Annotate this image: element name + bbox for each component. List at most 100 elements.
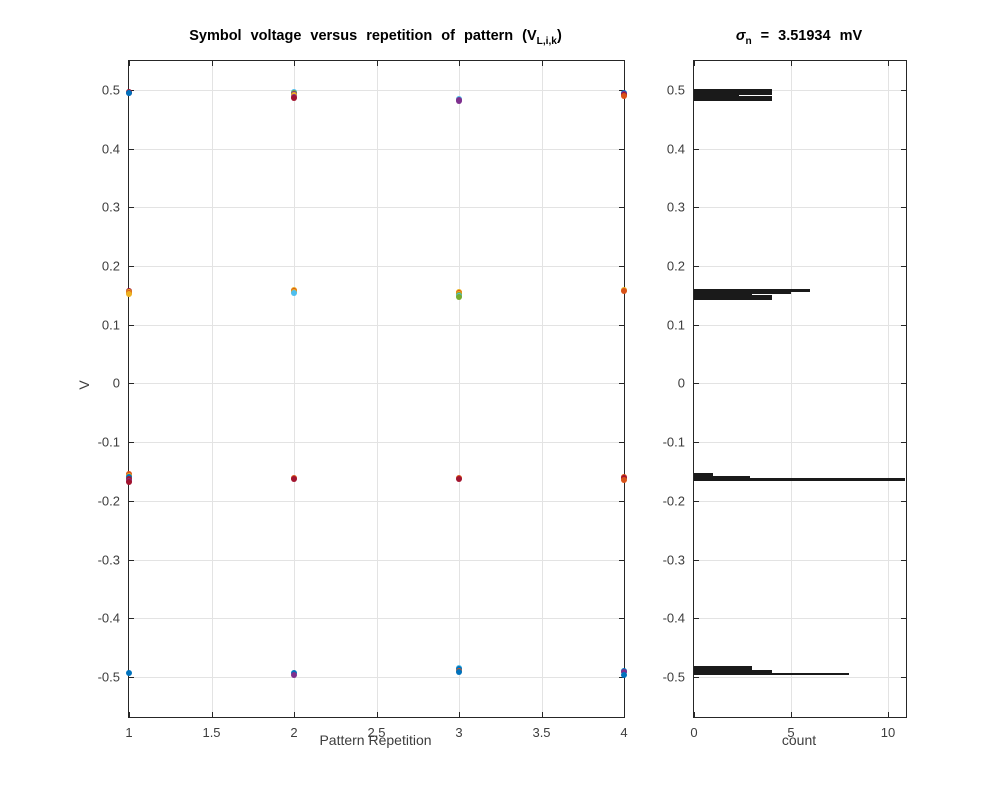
scatter-point — [456, 98, 462, 105]
y-gridline — [694, 148, 906, 150]
y-tick-mark — [129, 618, 134, 620]
y-gridline — [129, 500, 624, 502]
histogram-bar — [694, 288, 753, 299]
histogram-bar — [694, 669, 772, 675]
x-tick-label: 5 — [787, 725, 795, 740]
histogram-bar — [694, 294, 772, 300]
histogram-bar — [694, 478, 906, 481]
sigma-value-text: = 3.51934 mV — [751, 28, 863, 44]
y-gridline — [694, 383, 906, 385]
y-tick-label: 0.3 — [101, 199, 120, 215]
y-tick-mark — [694, 265, 699, 267]
y-tick-mark-right — [619, 500, 624, 502]
y-tick-mark — [694, 559, 699, 561]
y-tick-mark — [694, 383, 699, 385]
scatter-point — [456, 476, 462, 483]
y-gridline — [694, 559, 906, 561]
y-tick-label: 0.3 — [666, 199, 685, 215]
x-tick-mark — [129, 712, 130, 717]
x-gridline — [887, 61, 889, 717]
x-tick-mark — [887, 712, 889, 717]
y-tick-mark-right — [901, 677, 906, 679]
x-gridline — [294, 61, 295, 717]
x-gridline — [790, 61, 792, 717]
x-tick-mark — [624, 712, 625, 717]
x-tick-label: 1.5 — [202, 725, 221, 740]
y-gridline — [694, 89, 906, 91]
left-plot-title: Symbol voltage versus repetition of patt… — [128, 28, 623, 47]
right-plot-area[interactable]: 0 5 10 -0.5 -0.4 -0.3 -0.2 -0.1 0 0.1 0.2 0.3 0.4 0.5 — [663, 60, 907, 740]
x-tick-mark-top — [541, 61, 543, 66]
y-tick-mark-right — [901, 618, 906, 620]
x-tick-mark-top — [294, 61, 295, 66]
left-title-text: Symbol voltage versus repetition of patt… — [189, 28, 537, 44]
x-tick-mark-top — [211, 61, 213, 66]
y-tick-mark-right — [619, 324, 624, 326]
histogram-bar — [694, 665, 753, 673]
y-tick-mark-right — [901, 324, 906, 326]
x-tick-label: 0 — [690, 725, 698, 740]
left-plot-area[interactable]: 1 1.5 2 2.5 3 3.5 4 -0.5 -0.4 -0.3 -0.2 -0.1 0 0.1 0.2… — [98, 60, 628, 740]
scatter-point — [126, 90, 132, 97]
sigma-subscript: n — [745, 35, 752, 47]
y-tick-mark-right — [901, 265, 906, 267]
y-tick-mark-right — [619, 559, 624, 561]
y-tick-mark-right — [901, 500, 906, 502]
x-tick-mark-top — [129, 61, 130, 66]
y-tick-mark — [694, 618, 699, 620]
y-gridline — [694, 618, 906, 620]
y-gridline — [694, 442, 906, 444]
x-tick-mark — [294, 712, 295, 717]
y-tick-mark — [129, 559, 134, 561]
scatter-point — [621, 476, 627, 483]
y-tick-mark-right — [901, 383, 906, 385]
x-gridline — [541, 61, 543, 717]
y-tick-label: 0.5 — [666, 82, 685, 98]
y-tick-mark — [694, 148, 699, 150]
y-tick-mark-right — [901, 442, 906, 444]
y-gridline — [129, 148, 624, 150]
y-tick-label: 0.1 — [101, 317, 120, 333]
x-tick-label: 3.5 — [532, 725, 551, 740]
y-tick-mark — [129, 324, 134, 326]
y-gridline — [129, 383, 624, 385]
x-tick-mark — [459, 712, 460, 717]
scatter-point — [291, 671, 297, 678]
y-gridline — [129, 442, 624, 444]
y-tick-label: 0.1 — [666, 317, 685, 333]
y-tick-label: -0.3 — [97, 552, 120, 568]
y-tick-mark — [129, 265, 134, 267]
scatter-point — [126, 669, 132, 676]
scatter-point — [621, 287, 627, 294]
y-gridline — [129, 265, 624, 267]
x-tick-mark — [211, 712, 213, 717]
left-plot-xlabel: Pattern Repetition — [319, 732, 432, 748]
y-tick-mark-right — [619, 618, 624, 620]
scatter-point — [621, 672, 627, 679]
y-tick-label: 0.2 — [101, 258, 120, 274]
scatter-point — [291, 475, 297, 482]
y-tick-label: -0.4 — [662, 610, 685, 626]
x-tick-label: 2.5 — [367, 725, 386, 740]
y-gridline — [129, 89, 624, 91]
x-gridline — [376, 61, 378, 717]
scatter-point — [126, 479, 132, 486]
y-tick-mark — [694, 207, 699, 209]
y-tick-mark — [129, 383, 134, 385]
y-gridline — [694, 265, 906, 267]
y-tick-mark-right — [901, 207, 906, 209]
y-tick-mark-right — [619, 207, 624, 209]
x-tick-mark-top — [376, 61, 378, 66]
y-gridline — [694, 500, 906, 502]
x-tick-mark-top — [887, 61, 889, 66]
scatter-point — [291, 94, 297, 101]
y-tick-mark-right — [619, 442, 624, 444]
y-tick-mark — [694, 677, 699, 679]
histogram-bar — [694, 90, 739, 100]
x-gridline — [459, 61, 460, 717]
x-tick-label: 1 — [125, 725, 133, 740]
y-tick-label: -0.5 — [97, 669, 120, 685]
sigma-symbol: σ — [735, 28, 746, 44]
x-tick-mark-top — [790, 61, 792, 66]
x-tick-mark-top — [694, 61, 695, 66]
